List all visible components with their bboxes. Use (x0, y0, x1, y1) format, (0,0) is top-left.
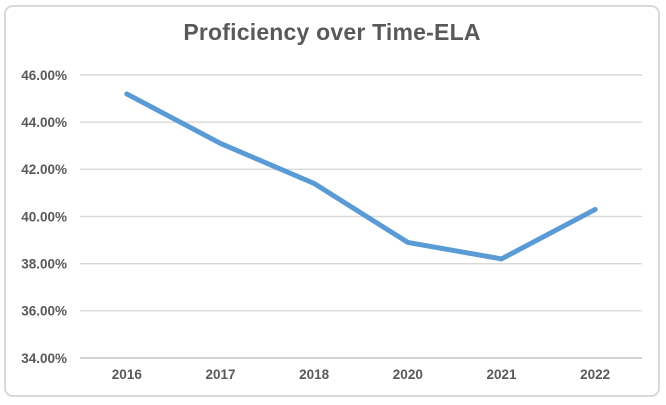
y-axis-tick-label: 34.00% (21, 351, 67, 366)
y-axis-tick-label: 40.00% (21, 209, 67, 224)
y-axis-tick-label: 38.00% (21, 256, 67, 271)
y-axis-tick-label: 46.00% (21, 68, 67, 83)
proficiency-data-line (124, 91, 598, 262)
x-axis-tick-label: 2020 (393, 367, 423, 382)
x-axis-tick-label: 2021 (486, 367, 517, 382)
x-axis-tick-label: 2017 (205, 367, 235, 382)
y-axis-tick-label: 42.00% (21, 162, 67, 177)
x-axis-tick-label: 2022 (580, 367, 610, 382)
chart-title: Proficiency over Time-ELA (183, 19, 481, 45)
chart-frame: Proficiency over Time-ELA 46.00% 44.00% 42… (4, 5, 660, 397)
line-chart-plot-area: 46.00% 44.00% 42.00% 40.00% 38.00% 36.00% 34.0… (21, 68, 642, 382)
y-axis-tick-label: 36.00% (21, 304, 67, 319)
x-axis-tick-label: 2016 (112, 367, 143, 382)
y-axis-tick-label: 44.00% (21, 115, 67, 130)
x-axis-tick-label: 2018 (299, 367, 330, 382)
